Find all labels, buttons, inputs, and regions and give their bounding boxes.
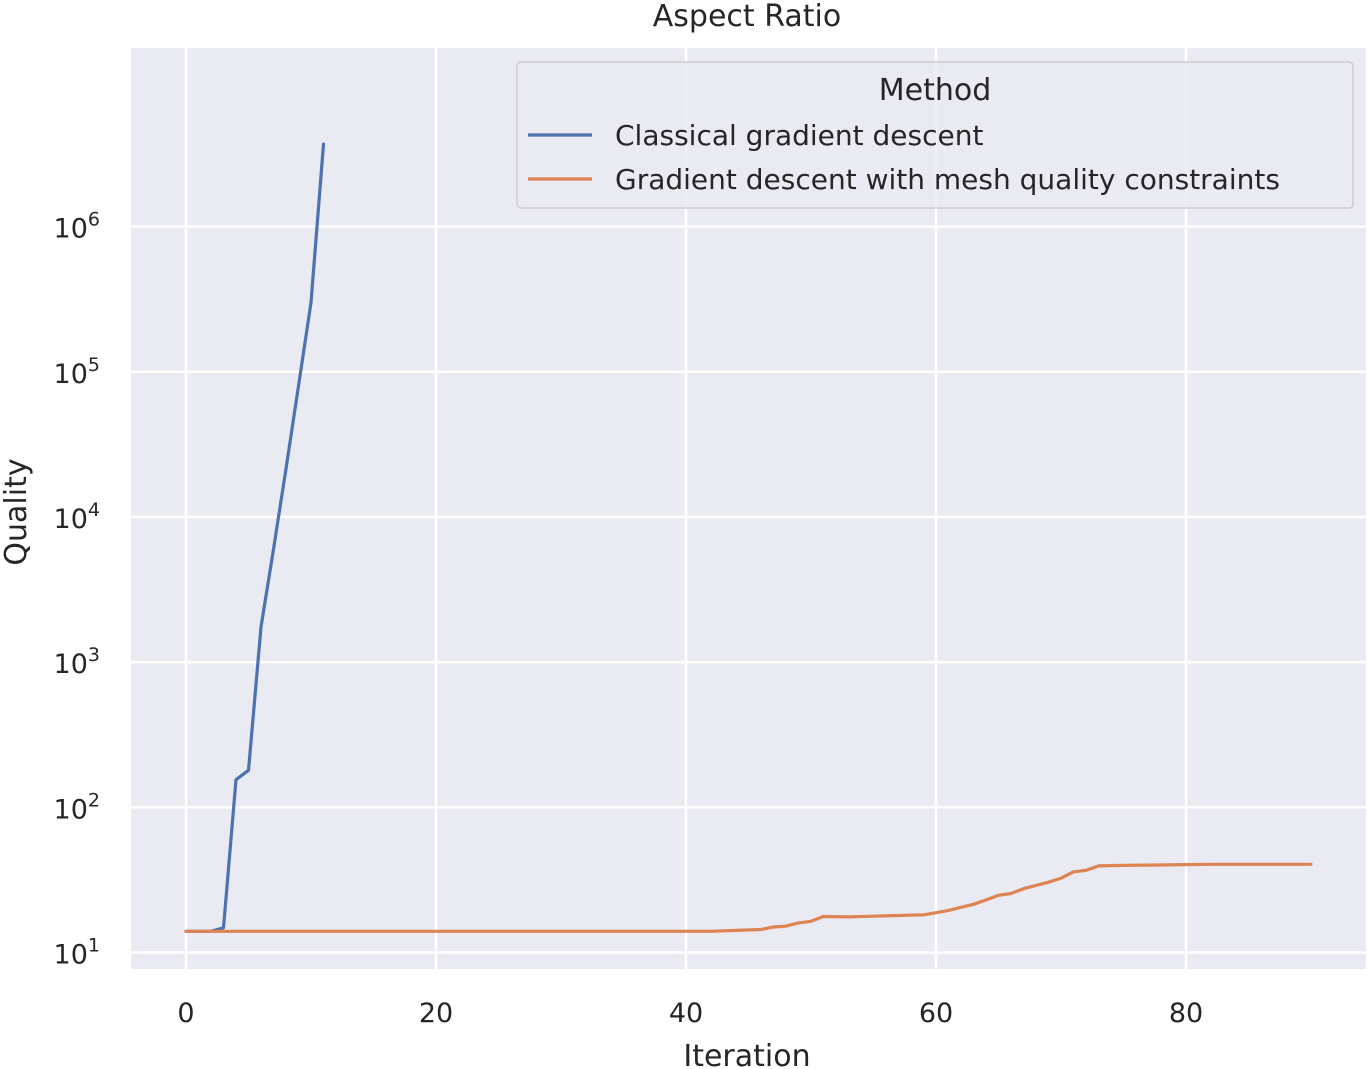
y-tick-label: 105 bbox=[54, 354, 100, 390]
x-axis-label: Iteration bbox=[683, 1039, 810, 1069]
x-tick-label: 20 bbox=[419, 998, 453, 1029]
x-tick-label: 40 bbox=[669, 998, 703, 1029]
legend-label-constrained: Gradient descent with mesh quality const… bbox=[615, 163, 1280, 196]
x-tick-label: 80 bbox=[1169, 998, 1203, 1029]
y-tick-label: 104 bbox=[54, 499, 100, 535]
series-lines bbox=[184, 142, 1313, 933]
x-tick-label: 0 bbox=[177, 998, 194, 1029]
y-tick-labels: 101 102 103 104 105 106 bbox=[54, 209, 100, 971]
y-tick-label: 106 bbox=[54, 209, 100, 245]
series-line-1 bbox=[184, 862, 1313, 933]
x-tick-labels: 0 20 40 60 80 bbox=[177, 998, 1203, 1029]
legend: Method Classical gradient descent Gradie… bbox=[516, 61, 1354, 209]
y-tick-label: 103 bbox=[54, 644, 100, 680]
legend-box bbox=[516, 61, 1354, 209]
legend-title: Method bbox=[879, 73, 992, 108]
y-tick-label: 102 bbox=[54, 789, 100, 825]
y-tick-label: 101 bbox=[54, 935, 100, 971]
legend-label-classical: Classical gradient descent bbox=[615, 119, 983, 152]
y-axis-label: Quality bbox=[0, 458, 34, 565]
x-tick-label: 60 bbox=[919, 998, 953, 1029]
chart-title: Aspect Ratio bbox=[653, 0, 841, 34]
